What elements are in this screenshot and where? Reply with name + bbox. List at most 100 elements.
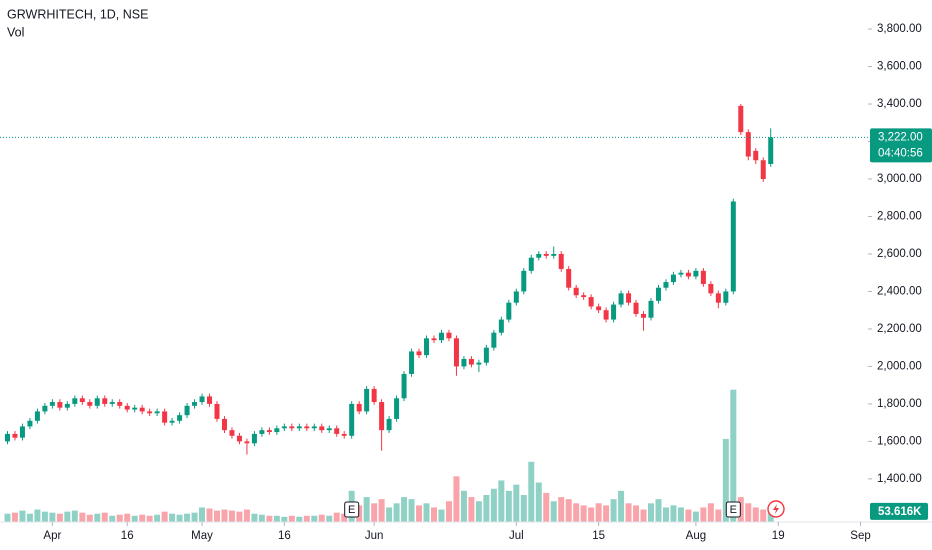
lightning-icon [767,500,785,518]
candle-body [207,396,213,404]
countdown-label: 04:40:56 [878,147,923,159]
candle-body [760,160,766,179]
candle-body [536,253,542,258]
x-tick-label: Jun [365,530,384,542]
candle-body [236,435,242,442]
candle-body [678,272,684,275]
candle-body [641,313,647,318]
candle-body [27,420,33,427]
candle-body [506,302,512,320]
volume-bar [109,515,116,522]
candle-body [34,411,40,421]
x-tick-label: Aug [686,530,706,542]
candle-body [730,201,736,292]
candle-body [334,428,340,434]
volume-bar [670,505,677,522]
candle-body [94,398,100,406]
volume-bar [191,512,198,522]
candle-body [573,287,579,296]
candle-body [169,420,175,423]
candle-body [453,338,459,367]
volume-bar [445,501,452,522]
candle-body [229,430,235,436]
candle-body [311,426,317,429]
candle-body [655,287,661,301]
candle-body [476,362,482,365]
volume-bar [184,513,191,522]
y-tick-label: 2,000.00 [877,360,922,372]
candle-body [648,300,654,318]
candle-body [259,430,265,434]
candle-body [513,291,519,303]
y-tick-label: 3,600.00 [877,61,922,73]
candle-body [132,407,138,410]
event-label: E [348,504,355,516]
candle-body [356,403,362,412]
volume-bar [483,495,490,522]
volume-bar [94,513,101,522]
candle-body [214,403,220,419]
candle-body [87,402,93,406]
volume-bar [468,497,475,522]
candle-body [409,351,415,374]
candle-body [266,430,272,433]
volume-bar [154,514,161,522]
candle-body [102,398,108,404]
volume-bar [214,510,220,522]
volume-bar [722,438,729,522]
candle-body [221,418,227,431]
candle-body [147,411,153,414]
volume-bar [79,512,86,522]
x-tick-label: Apr [43,530,61,542]
candle-body [401,373,407,399]
volume-bar [752,507,759,522]
volume-bar [640,509,647,522]
candle-body [700,270,706,284]
candle-body [341,433,347,436]
y-tick-label: 3,000.00 [877,173,922,185]
candle-body [611,304,617,320]
candle-body [326,428,332,431]
candle-body [244,441,250,444]
volume-bar [11,512,18,522]
candle-body [461,358,467,367]
volume-bar [498,480,505,522]
volume-bar [618,490,625,522]
volume-bar [520,495,527,522]
y-tick-label: 3,800.00 [877,23,922,35]
candle-body [124,405,130,410]
volume-bar [228,510,235,522]
y-tick-label: 1,600.00 [877,435,922,447]
volume-bar [56,513,63,522]
candle-body [596,306,602,311]
volume-bar [371,503,378,522]
event-label: E [730,504,737,516]
y-tick-label: 3,400.00 [877,98,922,110]
candle-body [753,150,759,161]
candle-body [192,402,198,406]
candle-body [468,358,474,365]
y-tick-label: 2,200.00 [877,323,922,335]
volume-bar [416,505,423,522]
candle-body [663,282,669,288]
candle-body [685,272,691,277]
candle-body [446,332,452,339]
candle-body [79,398,85,403]
volume-bar [715,509,722,522]
candle-body [117,402,123,406]
candle-body [274,428,280,433]
candle-body [498,319,504,333]
volume-bar [535,482,542,522]
volume-bar [662,507,669,522]
candle-body [72,398,78,404]
candle-body [416,351,422,356]
volume-bar [460,490,467,522]
volume-bar [311,515,318,522]
volume-bar [565,499,572,522]
candle-body [618,293,624,305]
y-tick-label: 2,800.00 [877,211,922,223]
volume-bar [333,512,340,522]
volume-bar [288,515,295,522]
candle-body [281,426,287,429]
